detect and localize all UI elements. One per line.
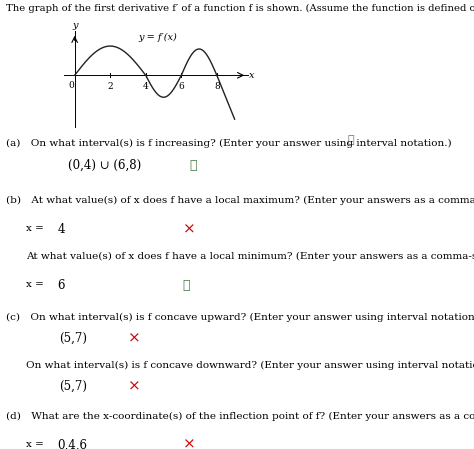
Text: ×: × [128,331,141,346]
Text: ×: × [182,438,195,449]
Text: ⓘ: ⓘ [347,135,354,145]
Text: (d) What are the x-coordinate(s) of the inflection point of f? (Enter your answe: (d) What are the x-coordinate(s) of the … [6,412,474,421]
Text: x =: x = [26,224,44,233]
Text: 0: 0 [68,80,74,89]
Text: y: y [72,21,77,30]
Text: (5,7): (5,7) [59,380,88,393]
Text: x =: x = [26,440,44,449]
Text: ×: × [128,379,141,394]
Text: x: x [249,71,255,80]
Text: 6: 6 [178,82,184,91]
Text: 0,4,6: 0,4,6 [58,439,88,449]
Text: (c) On what interval(s) is f concave upward? (Enter your answer using interval n: (c) On what interval(s) is f concave upw… [6,313,474,322]
Text: ✓: ✓ [190,159,197,172]
Text: 6: 6 [58,279,65,292]
Text: (a) On what interval(s) is f increasing? (Enter your answer using interval notat: (a) On what interval(s) is f increasing?… [6,139,452,148]
Text: 8: 8 [214,82,220,91]
Text: 4: 4 [143,82,149,91]
Text: x =: x = [26,280,44,289]
Text: (0,4) ∪ (6,8): (0,4) ∪ (6,8) [68,159,141,172]
Text: (b) At what value(s) of x does f have a local maximum? (Enter your answers as a : (b) At what value(s) of x does f have a … [6,196,474,205]
Text: (5,7): (5,7) [59,332,88,345]
Text: ×: × [182,222,195,237]
Text: ✓: ✓ [182,279,190,292]
Text: On what interval(s) is f concave downward? (Enter your answer using interval not: On what interval(s) is f concave downwar… [26,361,474,370]
Text: At what value(s) of x does f have a local minimum? (Enter your answers as a comm: At what value(s) of x does f have a loca… [26,252,474,261]
Text: The graph of the first derivative f′ of a function f is shown. (Assume the funct: The graph of the first derivative f′ of … [6,4,474,13]
Text: y = f′(x): y = f′(x) [138,33,177,42]
Text: 2: 2 [108,82,113,91]
Text: 4: 4 [58,223,65,236]
